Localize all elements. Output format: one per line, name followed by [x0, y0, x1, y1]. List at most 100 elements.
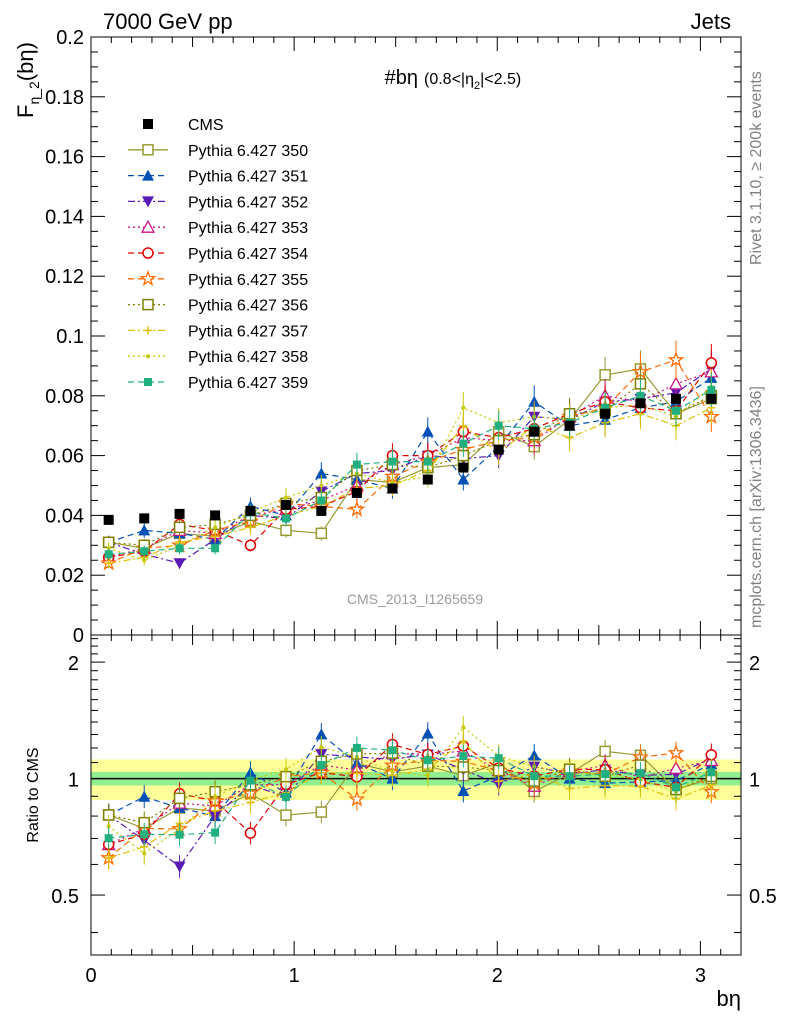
series-point-5 — [667, 350, 685, 368]
legend-marker-7 — [144, 326, 152, 335]
series-point-8 — [319, 483, 324, 488]
series-point-9 — [317, 496, 326, 505]
ratio-point-1 — [457, 785, 470, 797]
cms-point — [635, 398, 646, 409]
ratio-point-8 — [106, 824, 111, 829]
y-tick-label: 0.12 — [45, 266, 84, 288]
legend-marker-cms-box — [143, 119, 153, 129]
series-line-7 — [108, 407, 712, 564]
ratio-point-5 — [667, 743, 685, 761]
y-tick-label: 0.18 — [45, 87, 84, 109]
plot-title-cut: (0.8<|η2|<2.5) — [424, 71, 521, 92]
series-point-9 — [459, 439, 468, 448]
ratio-point-9 — [636, 769, 645, 778]
y-tick-label: 0.02 — [45, 565, 84, 587]
energy-label: 7000 GeV pp — [103, 9, 233, 34]
ratio-point-7 — [104, 854, 113, 863]
ratio-point-6 — [173, 792, 186, 805]
cms-point — [671, 393, 681, 404]
cms-point — [458, 462, 469, 473]
y-tick-label: 0.08 — [45, 386, 84, 408]
y-axis-label-main: Fη_2(bη) — [13, 42, 42, 118]
series-point-9 — [423, 457, 432, 466]
process-label: Jets — [691, 9, 731, 34]
series-point-1 — [528, 395, 541, 407]
x-axis-label: bη — [717, 986, 741, 1011]
series-point-9 — [601, 403, 610, 412]
y-tick-label: 0.04 — [45, 505, 84, 527]
legend-label-7: Pythia 6.427 357 — [188, 323, 308, 340]
ratio-point-8 — [319, 745, 324, 750]
legend-marker-5 — [139, 269, 157, 287]
legend-marker-2 — [142, 196, 154, 208]
ratio-point-9 — [282, 792, 290, 801]
series-point-4 — [705, 357, 718, 369]
legend-marker-1 — [142, 169, 154, 181]
series-line-8 — [108, 386, 712, 561]
ratio-series-layer — [100, 715, 720, 878]
series-point-3 — [668, 376, 684, 390]
ratio-tick-label-left: 0.5 — [51, 886, 79, 908]
axes-layer: 0 1 2 3 0 0.02 0.04 0.06 0.08 0.1 0.12 0.14 0.16 0.18… — [45, 27, 777, 987]
ratio-tick-label-right: 2 — [749, 653, 760, 675]
ratio-point-7 — [211, 806, 220, 815]
legend-marker-0 — [142, 144, 154, 156]
cms-point — [529, 426, 540, 437]
ratio-point-0 — [315, 806, 328, 818]
cms-point — [139, 513, 150, 524]
legend-label-4: Pythia 6.427 354 — [188, 246, 308, 263]
ratio-point-9 — [388, 746, 397, 755]
ratio-point-9 — [530, 772, 539, 781]
cms-point — [281, 499, 291, 510]
analysis-id: CMS_2013_I1265659 — [347, 591, 483, 607]
cms-point — [706, 393, 717, 404]
ratio-point-9 — [211, 828, 220, 837]
y-tick-label: 0.06 — [45, 446, 84, 468]
svg-text:Rivet 3.1.10, ≥ 200k events: Rivet 3.1.10, ≥ 200k events — [748, 71, 765, 265]
ratio-point-8 — [142, 851, 147, 856]
series-point-1 — [315, 467, 328, 479]
svg-text:Fη_2(bη): Fη_2(bη) — [13, 42, 42, 118]
ratio-point-1 — [315, 728, 328, 740]
legend-marker-6 — [142, 298, 154, 311]
cms-point — [422, 474, 433, 485]
ratio-tick-label-right: 1 — [749, 770, 760, 792]
ratio-point-8 — [461, 725, 466, 730]
cms-point — [245, 505, 256, 516]
cms-point — [174, 508, 185, 519]
ratio-point-9 — [317, 760, 326, 769]
ratio-point-9 — [246, 776, 255, 785]
legend: CMS Pythia 6.427 350 Pythia 6.427 351 Pythi… — [128, 117, 308, 392]
series-line-5 — [108, 359, 712, 564]
series-point-8 — [284, 495, 288, 500]
x-tick-label: 0 — [85, 965, 96, 987]
series-point-9 — [282, 514, 290, 523]
series-point-8 — [142, 558, 147, 563]
legend-label-1: Pythia 6.427 351 — [188, 169, 308, 186]
ratio-point-0 — [280, 809, 292, 821]
series-point-7 — [104, 559, 113, 568]
ratio-point-7 — [352, 769, 361, 778]
series-point-1 — [457, 473, 470, 485]
cms-point — [564, 420, 575, 431]
series-point-0 — [280, 524, 292, 537]
ratio-line-7 — [108, 740, 712, 859]
y-tick-label: 0.2 — [56, 27, 84, 49]
cms-point — [600, 408, 611, 419]
ratio-point-8 — [425, 773, 430, 778]
x-tick-label: 1 — [289, 965, 300, 987]
ratio-line-3 — [108, 750, 712, 846]
legend-marker-4 — [142, 247, 154, 259]
series-point-1 — [138, 524, 151, 536]
svg-text:Ratio to CMS: Ratio to CMS — [25, 747, 42, 842]
ratio-tick-label-right: 0.5 — [749, 886, 777, 908]
series-point-4 — [244, 539, 257, 552]
ratio-point-1 — [421, 727, 434, 739]
ratio-point-8 — [213, 794, 218, 799]
ratio-line-9 — [108, 747, 712, 839]
ratio-point-4 — [244, 827, 257, 839]
ratio-line-1 — [108, 732, 712, 817]
series-point-1 — [421, 425, 434, 437]
ratio-point-1 — [528, 749, 541, 761]
